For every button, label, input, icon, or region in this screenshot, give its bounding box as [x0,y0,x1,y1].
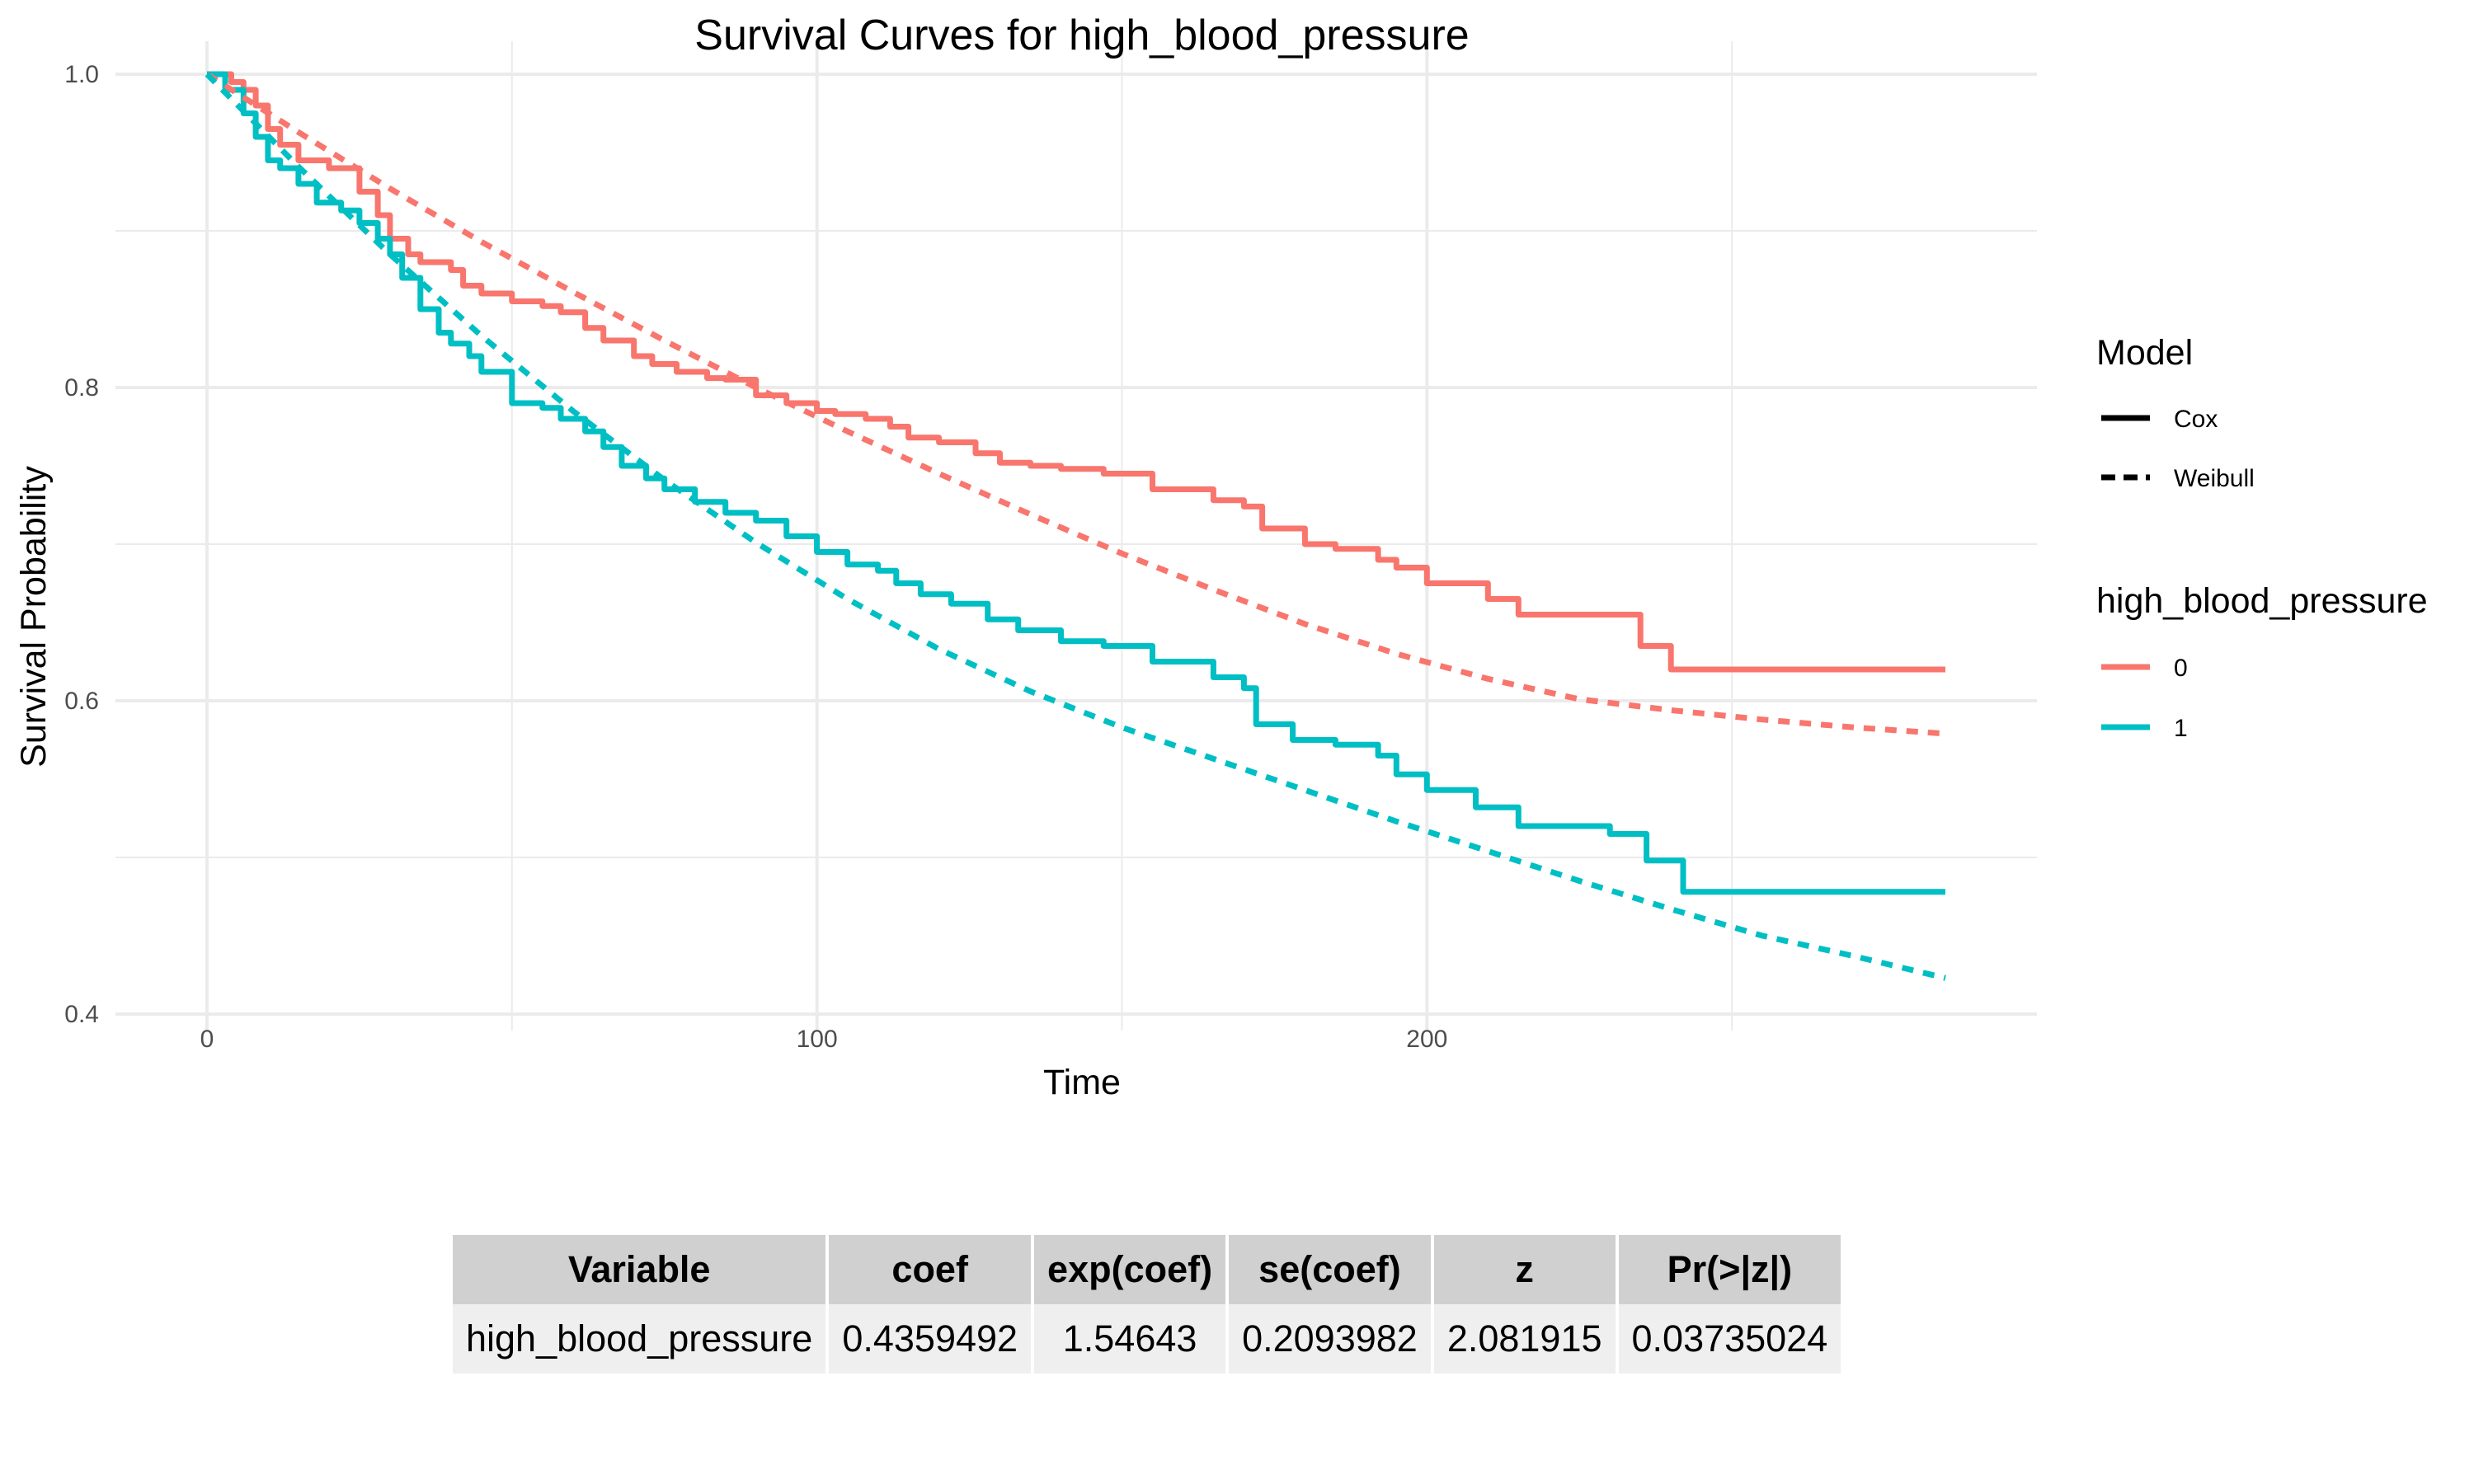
header-variable: Variable [453,1235,826,1304]
coefficient-table: Variable coef exp(coef) se(coef) z Pr(>|… [449,1235,1844,1374]
legend-weibull-label: Weibull [2174,465,2255,492]
x-axis-title: Time [1043,1063,1121,1102]
header-p-value: Pr(>|z|) [1618,1235,1841,1304]
x-tick-label: 100 [797,1026,838,1053]
legend-group-1-label: 1 [2174,715,2188,742]
cell-exp-coef: 1.54643 [1034,1304,1226,1374]
cell-coef: 0.4359492 [829,1304,1032,1374]
header-exp-coef: exp(coef) [1034,1235,1226,1304]
cell-p-value: 0.03735024 [1618,1304,1841,1374]
x-tick-label: 200 [1406,1026,1447,1053]
legend-cox-label: Cox [2174,406,2218,433]
cell-se-coef: 0.2093982 [1229,1304,1431,1374]
y-tick-label: 0.6 [64,688,99,715]
series-line-weibull-group-0 [205,72,1946,737]
series-layer [205,71,1946,981]
y-tick-label: 0.4 [64,1001,99,1028]
y-tick-label: 0.8 [64,374,99,402]
series-line-weibull-group-1 [205,72,1946,981]
tick-layer: 0 100 200 0.4 0.6 0.8 1.0 [64,61,1447,1053]
y-tick-label: 1.0 [64,61,99,88]
y-axis-title: Survival Probability [14,466,54,768]
x-tick-label: 0 [200,1026,214,1053]
legend-group-title: high_blood_pressure [2096,581,2428,621]
series-line-cox-group-0 [207,71,1945,673]
header-se-coef: se(coef) [1229,1235,1431,1304]
header-coef: coef [829,1235,1032,1304]
cell-variable: high_blood_pressure [453,1304,826,1374]
header-z: z [1433,1235,1616,1304]
table-header-row: Variable coef exp(coef) se(coef) z Pr(>|… [453,1235,1841,1304]
cell-z: 2.081915 [1433,1304,1616,1374]
legend: Model Cox Weibull high_blood_pressure 0 … [2096,333,2428,742]
legend-group-0-label: 0 [2174,655,2188,682]
chart-title: Survival Curves for high_blood_pressure [694,12,1469,59]
legend-model-title: Model [2096,333,2193,373]
grid-layer [115,41,2037,1031]
series-line-cox-group-1 [207,71,1945,895]
table-row: high_blood_pressure 0.4359492 1.54643 0.… [453,1304,1841,1374]
